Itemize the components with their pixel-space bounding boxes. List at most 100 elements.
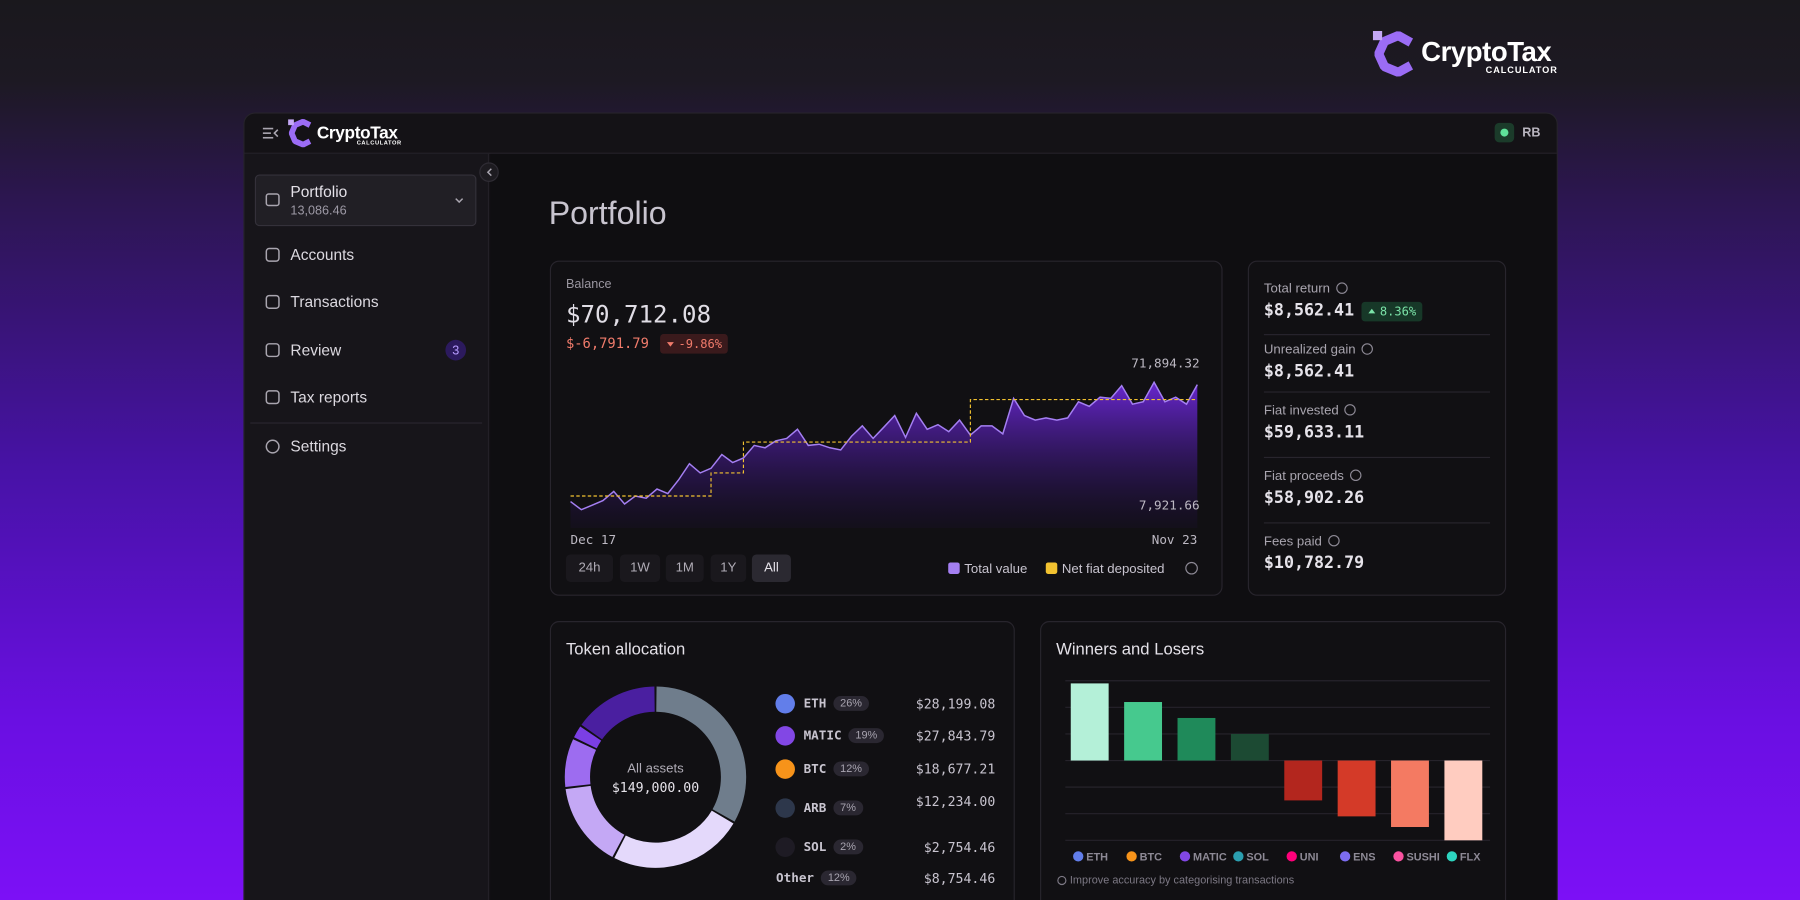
bar — [1444, 760, 1483, 841]
balance-change-badge: -9.86% — [660, 334, 728, 354]
donut-segment — [614, 810, 734, 868]
token-row: BTC 12% — [804, 761, 869, 777]
range-button[interactable]: All — [751, 554, 791, 583]
stat-label: Unrealized gain — [1264, 343, 1373, 357]
legend-swatch — [1045, 562, 1058, 574]
token-icon — [775, 726, 795, 746]
logo-accent — [1372, 30, 1383, 41]
legend-label: Total value — [964, 561, 1027, 576]
line — [570, 380, 1198, 511]
range-button[interactable]: 24h — [565, 554, 614, 583]
nav-item[interactable]: Tax reports — [290, 388, 368, 406]
nav-icon — [265, 439, 280, 454]
logo-accent — [288, 119, 294, 126]
y-extreme-label: 7,921.66 — [1139, 498, 1200, 513]
token-icon — [775, 759, 795, 779]
area-fill — [570, 382, 1198, 529]
donut-segment — [656, 686, 747, 822]
legend-label: Net fiat deposited — [1062, 561, 1165, 576]
info-icon[interactable] — [1349, 469, 1362, 481]
token-name: MATIC — [803, 728, 842, 744]
logo-icon — [1374, 31, 1414, 77]
x-tick-label: Dec 17 — [571, 532, 617, 547]
stat-divider — [1263, 334, 1491, 336]
footnote[interactable]: Improve accuracy by categorising transac… — [1069, 874, 1295, 887]
stat-value: $59,633.11 — [1263, 423, 1365, 442]
y-extreme-label: 71,894.32 — [1131, 355, 1199, 370]
menu-icon[interactable] — [262, 127, 279, 139]
range-button[interactable]: 1M — [665, 554, 704, 583]
dropdown-chevron — [455, 198, 464, 204]
stat-value: $58,902.26 — [1263, 489, 1365, 508]
page-title: Portfolio — [548, 195, 667, 231]
stat-label: Fiat invested — [1264, 404, 1356, 418]
token-icon — [1179, 851, 1191, 862]
token-share: 7% — [833, 800, 863, 816]
portfolio-selector[interactable] — [254, 174, 477, 227]
stat-label: Fiat proceeds — [1264, 469, 1362, 483]
token-icon — [1446, 851, 1458, 862]
sidebar-divider — [250, 422, 483, 424]
nav-item[interactable]: Settings — [290, 437, 347, 456]
token-row: ARB 7% — [803, 800, 863, 816]
nav-item[interactable]: Review — [290, 341, 342, 359]
token-icon — [1286, 851, 1297, 862]
range-button[interactable]: 1Y — [710, 554, 747, 583]
bar — [1230, 733, 1269, 761]
token-share: 12% — [820, 870, 857, 886]
info-icon[interactable] — [1361, 343, 1373, 355]
token-row: MATIC 19% — [803, 728, 885, 744]
range-button[interactable]: 1W — [619, 554, 661, 583]
info-icon[interactable] — [1335, 282, 1348, 294]
nav-item[interactable]: Accounts — [290, 246, 355, 264]
nav-icon — [265, 247, 280, 262]
info-icon[interactable] — [1344, 404, 1356, 416]
token-name: Other — [776, 870, 815, 886]
token-share: 12% — [833, 761, 869, 777]
avatar-dot — [1500, 128, 1509, 137]
token-amount: $12,234.00 — [915, 793, 996, 810]
collapse-button[interactable] — [479, 162, 499, 182]
stat-divider — [1263, 456, 1491, 459]
token-name: ARB — [803, 800, 827, 816]
collapse-chevron — [486, 168, 492, 177]
nav-badge — [445, 339, 467, 361]
token-name: ETH — [803, 696, 827, 712]
token-share: 26% — [833, 696, 869, 712]
legend-swatch — [948, 562, 960, 574]
bar — [1284, 760, 1323, 801]
info-icon[interactable] — [1327, 534, 1340, 547]
bar — [1177, 717, 1216, 761]
donut-segment — [581, 686, 655, 740]
x-tick-label: Nov 23 — [1152, 532, 1198, 547]
stat-divider — [1263, 522, 1491, 524]
nav-item[interactable]: Transactions — [290, 293, 379, 311]
header-divider — [244, 152, 1557, 154]
portfolio-label[interactable]: Portfolio — [290, 183, 348, 201]
x-tick-label: MATIC — [1193, 851, 1227, 863]
bar — [1391, 760, 1429, 828]
stat-badge: 8.36% — [1361, 301, 1422, 322]
info-icon — [1057, 875, 1067, 886]
stat-value: $8,562.41 — [1263, 362, 1355, 382]
token-share: 19% — [848, 728, 885, 744]
x-tick-label: BTC — [1140, 851, 1163, 863]
nav-icon — [265, 390, 280, 405]
bar — [1124, 702, 1163, 761]
bar — [1337, 760, 1376, 817]
x-tick-label: SOL — [1246, 851, 1269, 863]
user-initials[interactable]: RB — [1522, 126, 1541, 141]
token-icon — [775, 693, 795, 714]
x-tick-label: SUSHI — [1407, 851, 1440, 863]
brand-name: CryptoTax — [1421, 36, 1552, 68]
token-amount: $27,843.79 — [915, 727, 996, 744]
x-tick-label: FLX — [1460, 851, 1481, 863]
logo-icon — [288, 119, 312, 148]
token-share: 2% — [833, 839, 863, 855]
card-title: Token allocation — [565, 640, 686, 659]
token-row: SOL 2% — [804, 839, 863, 855]
x-tick-label: UNI — [1300, 851, 1319, 863]
token-row: ETH 26% — [803, 696, 869, 712]
